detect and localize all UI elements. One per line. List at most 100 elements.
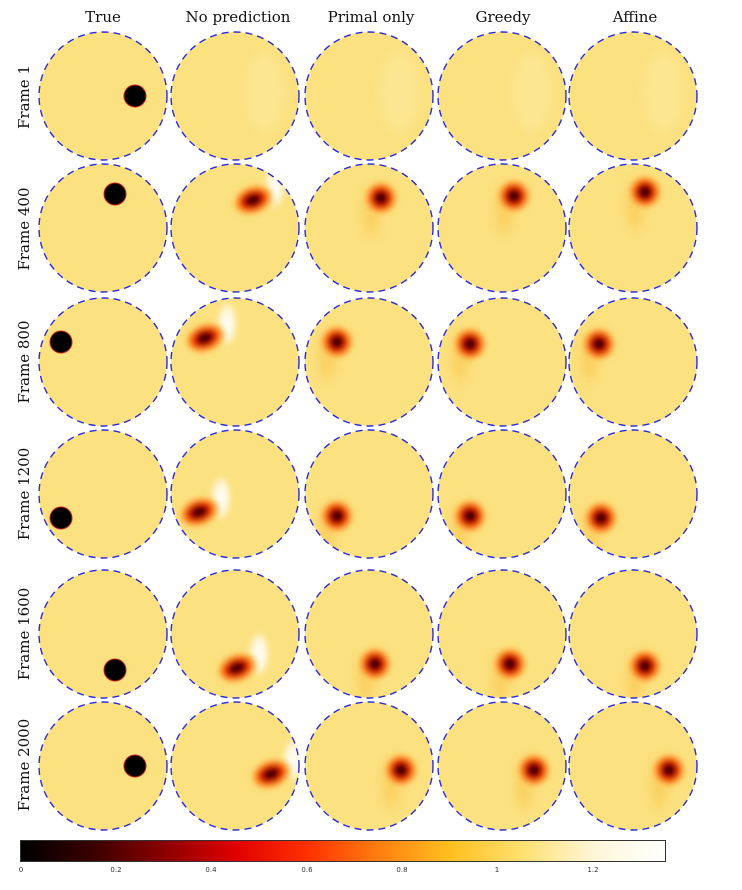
reconstruction-panel — [38, 297, 168, 427]
colorbar-gradient — [20, 840, 666, 862]
column-title-greedy: Greedy — [475, 8, 531, 26]
reconstruction-panel — [568, 429, 698, 559]
reconstruction-panel — [568, 31, 698, 161]
column-title-primal-only: Primal only — [327, 8, 415, 26]
reconstructed-inclusion — [385, 754, 417, 786]
reconstruction-panel — [437, 297, 567, 427]
reconstructed-inclusion — [185, 323, 225, 353]
conductivity-field — [39, 430, 167, 558]
domain-boundary — [304, 701, 434, 831]
colorbar — [20, 840, 666, 862]
inclusion — [49, 506, 73, 530]
inclusion — [103, 182, 127, 206]
domain-boundary — [568, 429, 698, 559]
reconstructed-inclusion — [498, 180, 530, 212]
reconstructed-inclusion — [233, 185, 273, 215]
reconstructed-inclusion — [518, 754, 550, 786]
conductivity-field — [39, 570, 167, 698]
domain-boundary — [38, 429, 168, 559]
reconstruction-panel — [38, 569, 168, 699]
domain-boundary — [170, 569, 300, 699]
reconstruction-panel — [170, 163, 300, 293]
conductivity-field — [39, 32, 167, 160]
reconstruction-panel — [437, 429, 567, 559]
colorbar-tick: 0.2 — [110, 866, 122, 874]
domain-boundary — [304, 31, 434, 161]
domain-boundary — [568, 163, 698, 293]
reconstructed-inclusion — [629, 650, 661, 682]
domain-boundary — [170, 31, 300, 161]
column-title-no-prediction: No prediction — [185, 8, 291, 26]
reconstructed-inclusion — [629, 176, 661, 208]
colorbar-tick: 0.6 — [301, 866, 313, 874]
domain-boundary — [437, 569, 567, 699]
reconstructed-inclusion — [583, 328, 615, 360]
column-title-true: True — [85, 8, 121, 26]
colorbar-tick: 0.8 — [396, 866, 408, 874]
reconstruction-panel — [304, 569, 434, 699]
reconstruction-panel — [568, 569, 698, 699]
reconstruction-panel — [304, 701, 434, 831]
reconstruction-panel — [568, 701, 698, 831]
reconstructed-inclusion — [653, 754, 685, 786]
domain-boundary — [437, 297, 567, 427]
conductivity-field — [171, 430, 299, 558]
reconstructed-inclusion — [217, 653, 257, 683]
domain-boundary — [304, 429, 434, 559]
reconstructed-inclusion — [179, 497, 219, 527]
domain-boundary — [38, 569, 168, 699]
reconstruction-panel — [170, 297, 300, 427]
domain-boundary — [38, 163, 168, 293]
reconstruction-panel — [38, 701, 168, 831]
domain-boundary — [568, 701, 698, 831]
inclusion — [49, 330, 73, 354]
domain-boundary — [568, 297, 698, 427]
reconstructed-inclusion — [251, 759, 291, 789]
colorbar-tick: 0.4 — [205, 866, 217, 874]
conductivity-field — [39, 298, 167, 426]
column-title-affine: Affine — [612, 8, 658, 26]
conductivity-field — [569, 570, 697, 698]
reconstruction-panel — [304, 31, 434, 161]
reconstruction-panel — [170, 701, 300, 831]
colorbar-tick: 1 — [494, 866, 500, 874]
reconstructed-inclusion — [454, 328, 486, 360]
colorbar-tick: 1.2 — [587, 866, 599, 874]
reconstruction-panel — [38, 429, 168, 559]
domain-boundary — [170, 429, 300, 559]
reconstruction-panel — [170, 31, 300, 161]
domain-boundary — [568, 569, 698, 699]
reconstructed-inclusion — [454, 500, 486, 532]
conductivity-field — [438, 570, 566, 698]
inclusion — [123, 754, 147, 778]
conductivity-field — [438, 702, 566, 830]
reconstruction-panel — [304, 163, 434, 293]
conductivity-field — [171, 702, 299, 830]
reconstructed-inclusion — [321, 500, 353, 532]
domain-boundary — [170, 297, 300, 427]
domain-boundary — [170, 701, 300, 831]
domain-boundary — [437, 31, 567, 161]
reconstruction-panel — [568, 297, 698, 427]
reconstructed-inclusion — [585, 502, 617, 534]
domain-boundary — [304, 297, 434, 427]
reconstruction-panel — [437, 569, 567, 699]
conductivity-field — [39, 164, 167, 292]
conductivity-field — [39, 702, 167, 830]
domain-boundary — [170, 163, 300, 293]
reconstructed-inclusion — [321, 326, 353, 358]
reconstruction-panel — [437, 701, 567, 831]
domain-boundary — [568, 31, 698, 161]
reconstructed-inclusion — [494, 648, 526, 680]
reconstruction-panel — [38, 163, 168, 293]
domain-boundary — [38, 701, 168, 831]
reconstruction-panel — [568, 163, 698, 293]
conductivity-field — [305, 702, 433, 830]
reconstruction-panel — [304, 297, 434, 427]
domain-boundary — [304, 569, 434, 699]
domain-boundary — [437, 429, 567, 559]
reconstruction-panel — [170, 429, 300, 559]
colorbar-tick: 0 — [18, 866, 24, 874]
reconstructed-inclusion — [359, 648, 391, 680]
